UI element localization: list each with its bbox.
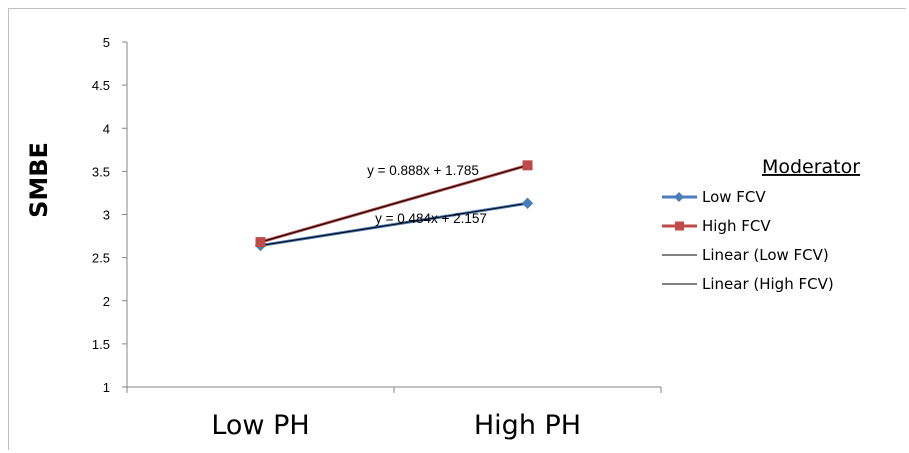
trendline-equation: y = 0.484x + 2.157	[375, 211, 487, 226]
x-category-labels: Low PH High PH	[211, 410, 581, 441]
trendline-equation: y = 0.888x + 1.785	[367, 163, 479, 178]
legend-title: Moderator	[762, 156, 860, 178]
y-tick-label: 1	[103, 380, 110, 395]
data-point-diamond	[521, 197, 534, 209]
y-tick-labels: 1 1.5 2 2.5 3 3.5 4 4.5 5	[92, 35, 110, 395]
chart-frame	[8, 8, 906, 450]
trendline-equations: y = 0.484x + 2.157 y = 0.888x + 1.785	[367, 163, 487, 226]
data-point-square	[255, 237, 266, 248]
y-tick-label: 4	[103, 121, 110, 136]
trendline	[260, 202, 528, 247]
y-tick-label: 2.5	[92, 251, 110, 266]
y-tick-label: 1.5	[92, 337, 110, 352]
y-tick-label: 4.5	[92, 78, 110, 93]
y-tick-label: 3	[103, 208, 110, 223]
y-tick-label: 2	[103, 294, 110, 309]
data-point-square	[522, 160, 533, 171]
y-tick-label: 5	[103, 35, 110, 50]
y-tick-label: 3.5	[92, 164, 110, 179]
series-layer	[254, 160, 534, 252]
trendline	[260, 164, 528, 243]
axes	[122, 41, 662, 393]
legend-label: Low FCV	[702, 188, 766, 206]
legend-label: Linear (High FCV)	[702, 275, 834, 293]
x-category-label: Low PH	[211, 410, 309, 441]
legend-label: Linear (Low FCV)	[702, 246, 829, 264]
x-category-label: High PH	[474, 410, 581, 441]
y-axis-label: SMBE	[25, 142, 53, 218]
legend-label: High FCV	[702, 217, 771, 235]
legend-marker-diamond	[674, 192, 684, 202]
legend: Moderator Low FCV High FCV Linear (Low FCV…	[662, 156, 860, 293]
legend-marker-square	[675, 221, 684, 231]
